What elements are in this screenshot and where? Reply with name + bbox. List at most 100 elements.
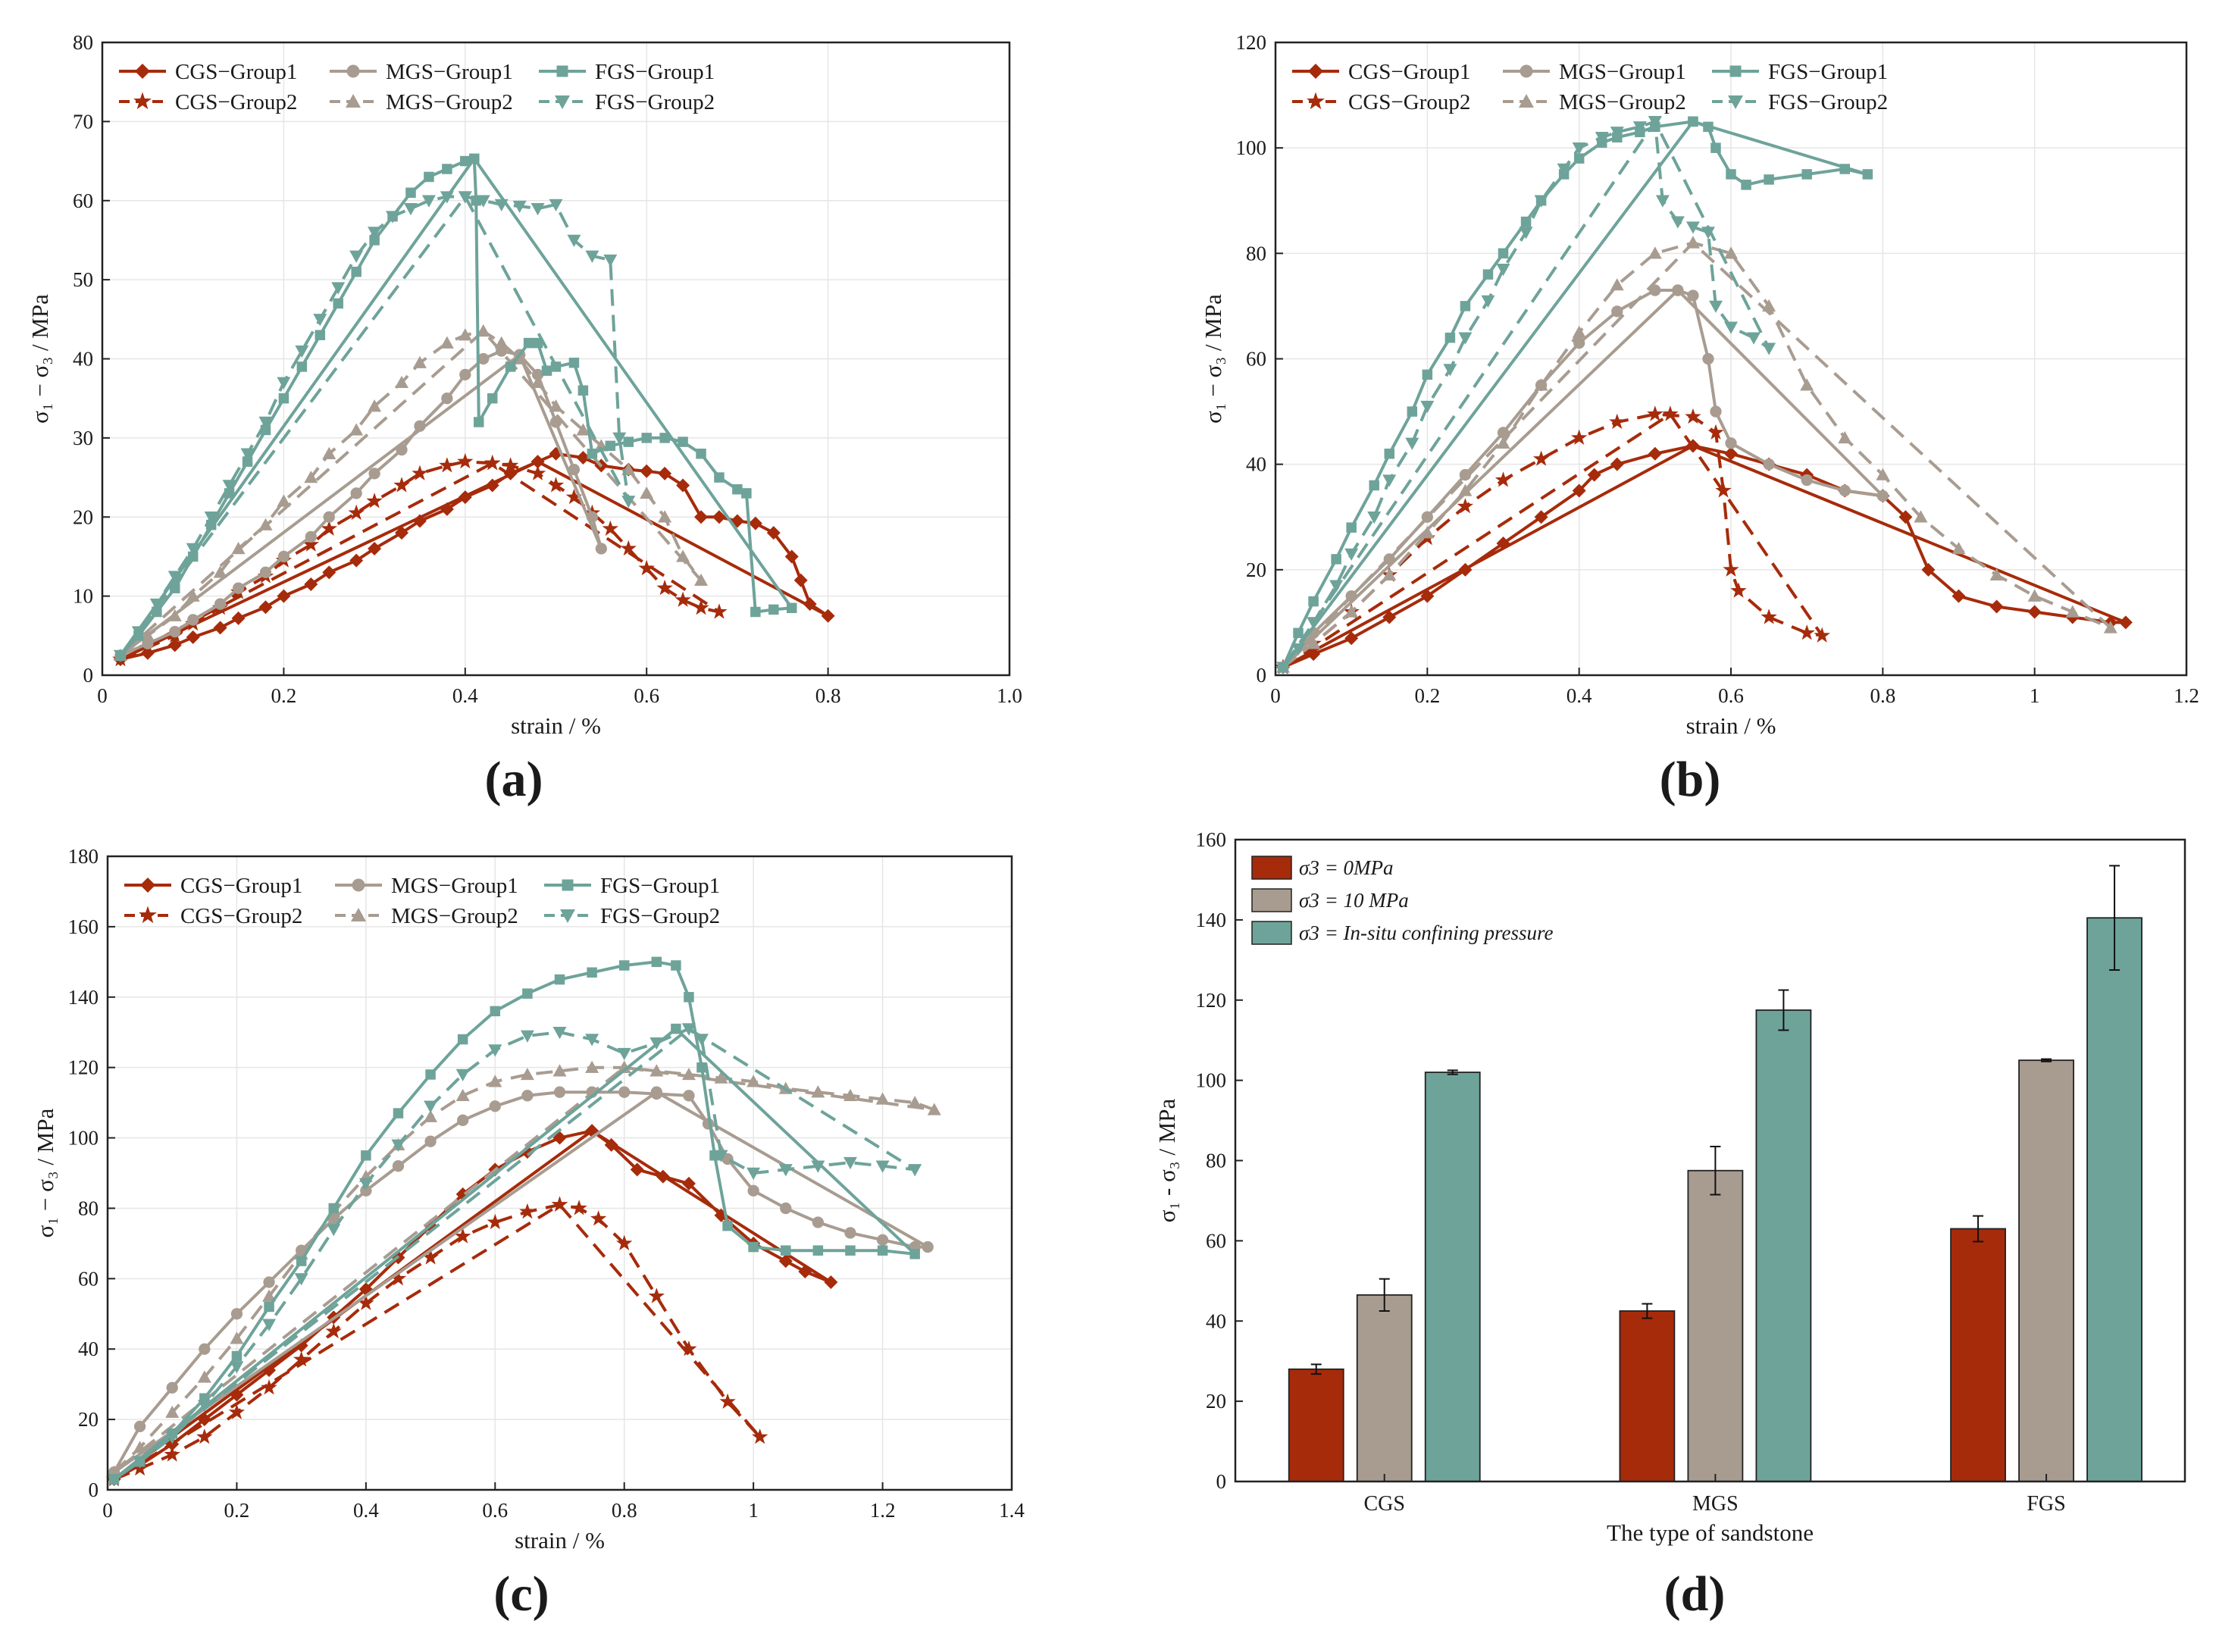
data-point-marker: [552, 1064, 567, 1077]
data-point-marker: [1520, 216, 1532, 227]
data-point-marker: [623, 436, 634, 447]
legend-marker: [556, 65, 568, 77]
data-point-marker: [133, 1441, 147, 1453]
legend-marker: [1728, 95, 1743, 109]
data-point-marker: [811, 1160, 825, 1173]
legend-label: CGS−Group2: [180, 904, 302, 928]
series-markers: [113, 191, 636, 662]
data-point-marker: [1457, 498, 1474, 514]
data-point-marker: [1459, 468, 1472, 481]
data-point-marker: [587, 967, 597, 978]
x-axis-label: strain / %: [1686, 712, 1776, 739]
data-point-marker: [368, 468, 380, 480]
legend-label: MGS−Group1: [386, 60, 513, 84]
data-point-marker: [1715, 482, 1732, 498]
data-point-marker: [1307, 617, 1321, 630]
data-point-marker: [681, 1067, 696, 1081]
y-tick-label: 100: [1236, 136, 1267, 159]
data-point-marker: [1498, 248, 1509, 259]
data-point-marker: [196, 1428, 213, 1444]
data-point-marker: [875, 1092, 890, 1105]
series-line: [1282, 412, 1824, 669]
data-point-marker: [1532, 450, 1550, 466]
data-point-marker: [746, 1167, 761, 1180]
data-point-marker: [358, 1294, 374, 1310]
data-point-marker: [587, 449, 598, 459]
data-point-marker: [1344, 631, 1359, 646]
data-point-marker: [1685, 408, 1701, 424]
data-point-marker: [549, 199, 563, 211]
data-point-marker: [502, 457, 519, 473]
data-point-marker: [1724, 446, 1738, 461]
data-point-marker: [277, 377, 291, 390]
data-point-marker: [683, 1090, 695, 1102]
data-point-marker: [1838, 430, 1852, 444]
data-point-marker: [1609, 413, 1626, 430]
legend-marker: [139, 906, 157, 924]
data-point-marker: [476, 195, 490, 208]
data-point-marker: [264, 1301, 274, 1313]
data-point-marker: [1481, 295, 1495, 308]
data-point-marker: [1687, 289, 1699, 302]
x-tick-label: 0.8: [815, 684, 841, 707]
data-point-marker: [149, 598, 164, 612]
data-point-marker: [681, 1023, 696, 1036]
y-tick-label: 20: [73, 505, 93, 528]
legend-marker: [1729, 65, 1742, 77]
data-point-marker: [1405, 437, 1419, 450]
x-tick-label: 0.6: [482, 1499, 508, 1522]
data-point-marker: [1800, 378, 1814, 391]
data-point-marker: [1611, 305, 1623, 318]
data-point-marker: [1989, 599, 2004, 614]
data-point-marker: [277, 494, 291, 507]
y-tick-label: 40: [73, 348, 93, 371]
legend-marker: [133, 92, 152, 110]
category-label: FGS: [2027, 1492, 2065, 1516]
data-point-marker: [520, 1145, 534, 1159]
y-tick-label: 80: [78, 1197, 99, 1219]
data-point-marker: [412, 355, 427, 368]
legend-marker: [352, 878, 365, 892]
data-point-marker: [1649, 284, 1661, 296]
y-tick-label: 80: [1246, 242, 1266, 264]
data-point-marker: [487, 1213, 503, 1230]
data-point-marker: [1496, 264, 1510, 277]
data-point-marker: [1710, 405, 1722, 418]
x-tick-label: 0: [1270, 684, 1281, 707]
data-point-marker: [812, 1245, 824, 1256]
data-point-marker: [748, 1241, 759, 1253]
data-point-marker: [441, 393, 453, 405]
data-point-marker: [875, 1160, 890, 1173]
bar: [1424, 1072, 1481, 1482]
data-point-marker: [567, 234, 581, 247]
panel-label: (b): [1660, 752, 1721, 807]
data-point-marker: [304, 577, 318, 591]
y-tick-label: 120: [1196, 989, 1227, 1012]
data-point-marker: [1495, 471, 1512, 487]
data-point-marker: [305, 530, 317, 543]
data-point-marker: [262, 1319, 277, 1331]
data-point-marker: [1703, 121, 1714, 133]
legend-marker: [346, 94, 361, 108]
data-point-marker: [1308, 596, 1319, 607]
data-point-marker: [1496, 436, 1510, 449]
data-point-marker: [166, 1381, 178, 1394]
data-point-marker: [586, 511, 599, 523]
x-tick-label: 0.6: [634, 684, 659, 707]
series-line: [119, 349, 603, 657]
data-point-marker: [133, 1420, 146, 1433]
data-point-marker: [529, 465, 546, 480]
data-point-marker: [1688, 116, 1698, 127]
category-label: MGS: [1692, 1492, 1739, 1516]
data-point-marker: [843, 1156, 857, 1170]
y-tick-label: 0: [83, 664, 94, 687]
data-point-marker: [658, 466, 672, 480]
legend-label: MGS−Group1: [391, 874, 518, 898]
data-point-marker: [228, 1403, 246, 1419]
data-point-marker: [1741, 180, 1751, 190]
legend: CGS−Group1 CGS−Group2 MGS−Group1 MGS−Group2…: [119, 60, 715, 114]
data-point-marker: [681, 1341, 697, 1356]
x-tick-label: 0.2: [1414, 684, 1440, 707]
series-line: [113, 1065, 936, 1474]
data-point-marker: [612, 432, 627, 445]
